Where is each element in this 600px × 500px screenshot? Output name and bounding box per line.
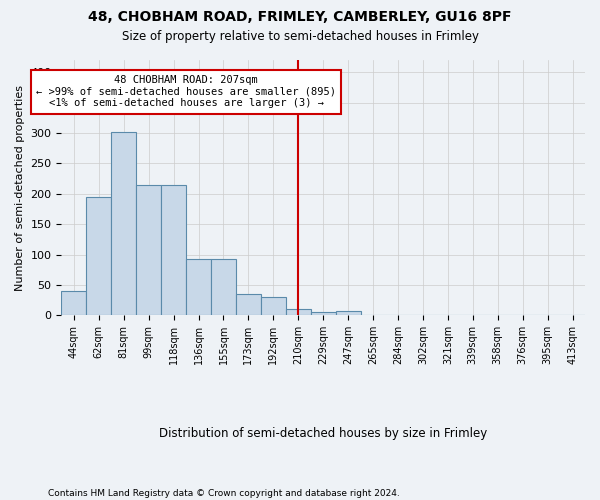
Bar [111, 132, 136, 316]
Text: 48 CHOBHAM ROAD: 207sqm
← >99% of semi-detached houses are smaller (895)
<1% of : 48 CHOBHAM ROAD: 207sqm ← >99% of semi-d… [36, 75, 336, 108]
Bar [61, 291, 86, 316]
Bar [186, 260, 211, 316]
Bar [261, 297, 286, 316]
Bar [236, 294, 261, 316]
Y-axis label: Number of semi-detached properties: Number of semi-detached properties [15, 84, 25, 290]
Text: Contains HM Land Registry data © Crown copyright and database right 2024.: Contains HM Land Registry data © Crown c… [48, 488, 400, 498]
Bar [211, 260, 236, 316]
Bar [161, 184, 186, 316]
Bar [86, 197, 111, 316]
Bar [311, 312, 335, 316]
Text: Size of property relative to semi-detached houses in Frimley: Size of property relative to semi-detach… [121, 30, 479, 43]
Bar [136, 184, 161, 316]
X-axis label: Distribution of semi-detached houses by size in Frimley: Distribution of semi-detached houses by … [159, 427, 487, 440]
Text: 48, CHOBHAM ROAD, FRIMLEY, CAMBERLEY, GU16 8PF: 48, CHOBHAM ROAD, FRIMLEY, CAMBERLEY, GU… [88, 10, 512, 24]
Bar [335, 311, 361, 316]
Bar [286, 310, 311, 316]
